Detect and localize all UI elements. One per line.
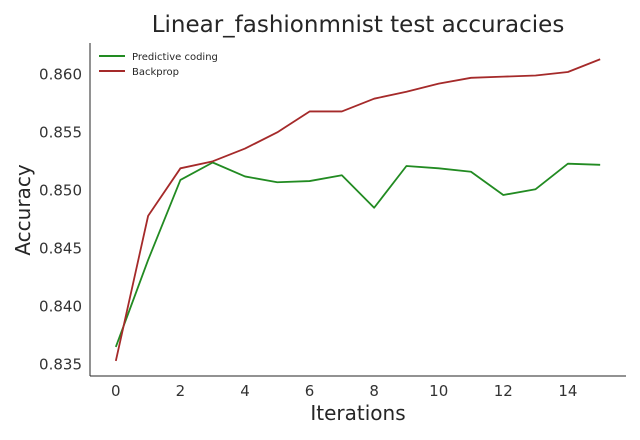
y-tick-label: 0.860 bbox=[39, 65, 82, 83]
y-tick-label: 0.850 bbox=[39, 181, 82, 199]
y-axis-label: Accuracy bbox=[11, 164, 35, 255]
x-tick-label: 6 bbox=[305, 382, 315, 400]
x-tick-label: 12 bbox=[494, 382, 513, 400]
x-tick-label: 8 bbox=[369, 382, 379, 400]
legend-label-backprop: Backprop bbox=[132, 67, 179, 78]
chart-title: Linear_fashionmnist test accuracies bbox=[152, 12, 565, 38]
y-tick-label: 0.840 bbox=[39, 297, 82, 315]
series-line-backprop bbox=[114, 58, 601, 362]
y-tick-label: 0.845 bbox=[39, 239, 82, 257]
x-tick-label: 4 bbox=[240, 382, 250, 400]
x-tick-label: 0 bbox=[111, 382, 121, 400]
series-layer bbox=[114, 58, 601, 362]
series-line-predictive-coding bbox=[114, 161, 601, 348]
y-tick-label: 0.855 bbox=[39, 123, 82, 141]
y-tick-labels: 0.835 0.840 0.845 0.850 0.855 0.860 bbox=[39, 65, 82, 373]
x-axis-label: Iterations bbox=[310, 401, 405, 425]
x-tick-label: 10 bbox=[429, 382, 448, 400]
legend: Predictive coding Backprop bbox=[99, 52, 218, 78]
x-tick-label: 14 bbox=[558, 382, 577, 400]
y-tick-label: 0.835 bbox=[39, 355, 82, 373]
x-tick-label: 2 bbox=[176, 382, 186, 400]
x-tick-labels: 0 2 4 6 8 10 12 14 bbox=[111, 382, 577, 400]
legend-label-predictive-coding: Predictive coding bbox=[132, 52, 218, 63]
